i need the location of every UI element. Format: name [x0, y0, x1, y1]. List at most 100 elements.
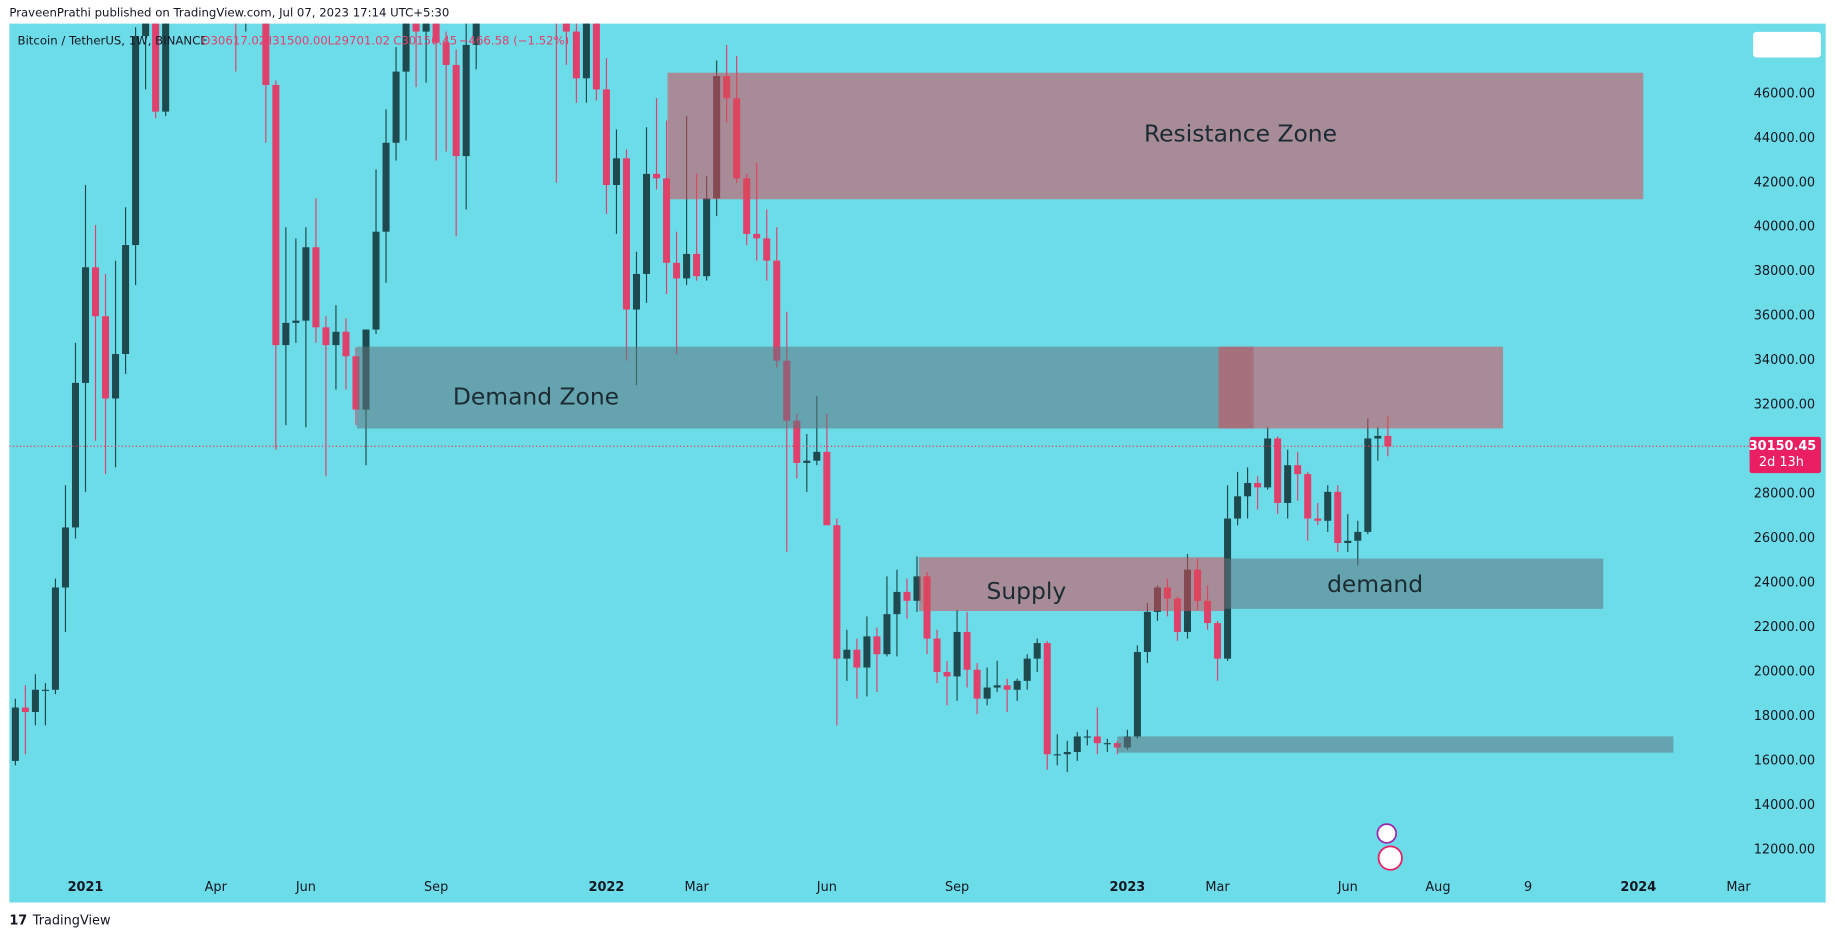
zone: [1117, 736, 1674, 753]
candle-body: [152, 23, 160, 112]
candle-body: [582, 23, 590, 79]
ohlc-close: C30150.45: [393, 34, 457, 48]
candle-body: [1073, 736, 1081, 753]
candle-body: [1083, 736, 1091, 738]
candle-body: [853, 649, 861, 668]
candle-body: [1364, 438, 1372, 532]
zone-label: Demand Zone: [453, 383, 619, 411]
candle-body: [632, 273, 641, 310]
candle-body: [763, 238, 771, 261]
candle-body: [572, 31, 580, 79]
candle-body: [683, 253, 691, 279]
candle-body: [1374, 435, 1382, 439]
candle-body: [1093, 736, 1101, 744]
zone: [1218, 346, 1504, 429]
price-label: 30150.45: [1749, 439, 1817, 454]
candle-body: [1314, 518, 1322, 521]
candle-body: [272, 84, 280, 346]
candle-body: [1013, 680, 1021, 690]
candle-body: [773, 260, 781, 361]
candle-body: [342, 331, 350, 357]
candle-body: [653, 173, 661, 179]
zone: [667, 72, 1644, 200]
zone: [919, 557, 1225, 612]
candle-body: [1053, 754, 1061, 756]
icon[interactable]: [1377, 845, 1403, 871]
y-tick-label: 18000.00: [1754, 709, 1815, 724]
candle-body: [963, 631, 971, 670]
candle-body: [31, 689, 39, 712]
candle-body: [282, 322, 290, 346]
change: −466.58 (−1.52%): [459, 34, 569, 48]
y-tick-label: 16000.00: [1754, 753, 1815, 768]
y-tick-label: 22000.00: [1754, 620, 1815, 635]
countdown: 2d 13h: [1759, 455, 1804, 470]
candle-body: [262, 23, 270, 85]
candle-body: [602, 89, 610, 186]
candle-body: [562, 23, 570, 32]
y-tick-label: 28000.00: [1754, 487, 1815, 502]
candle-body: [592, 23, 600, 90]
candle-body: [81, 267, 90, 383]
candle-body: [803, 460, 811, 463]
candle-body: [232, 0, 239, 5]
x-tick-label: Mar: [1726, 880, 1751, 895]
candle-body: [903, 591, 911, 601]
candle-body: [1033, 643, 1041, 659]
zone-labels: Resistance Zone Demand Zone Supply deman…: [453, 119, 1423, 605]
toolbar-box[interactable]: [1753, 31, 1821, 58]
candle-body: [813, 451, 821, 461]
candle-body: [402, 23, 410, 72]
candle-body: [673, 262, 681, 279]
candle-body: [933, 638, 941, 672]
candle-body: [1274, 438, 1282, 503]
candle-body: [112, 353, 120, 399]
candle-body: [1214, 623, 1222, 659]
candle-body: [432, 23, 440, 43]
x-tick-label: 2022: [589, 880, 625, 895]
candle-body: [1133, 651, 1141, 737]
y-tick-label: 24000.00: [1754, 576, 1815, 591]
candle-body: [392, 71, 400, 143]
candle-body: [122, 245, 130, 354]
y-tick-label: 46000.00: [1754, 86, 1815, 101]
ohlc-open: O30617.02: [201, 34, 266, 48]
publisher: PraveenPrathi published on TradingView.c…: [9, 6, 449, 20]
y-tick-label: 44000.00: [1754, 131, 1815, 146]
legend: Bitcoin / TetherUS, 1W, BINANCE O30617.0…: [18, 34, 570, 48]
candle-body: [322, 327, 330, 346]
candle-body: [1063, 752, 1071, 755]
x-tick-label: Jun: [1337, 880, 1358, 895]
price-label-box: [1749, 436, 1821, 474]
candle-body: [332, 331, 340, 346]
x-tick-label: Jun: [816, 880, 837, 895]
candle-body: [823, 451, 831, 526]
candle-body: [693, 253, 701, 277]
candle-body: [793, 420, 801, 463]
zone-label: Supply: [986, 577, 1066, 605]
zone-label: demand: [1327, 570, 1423, 598]
candle-body: [1264, 438, 1272, 488]
ohlc-low: L29701.02: [328, 34, 390, 48]
candle-body: [843, 649, 851, 659]
candle-body: [472, 23, 480, 45]
x-tick-label: 2021: [68, 880, 104, 895]
symbol: Bitcoin / TetherUS, 1W, BINANCE: [18, 34, 208, 48]
brand-name: TradingView: [32, 914, 111, 929]
y-tick-label: 40000.00: [1754, 220, 1815, 235]
candle-body: [612, 158, 620, 186]
candle-body: [1173, 598, 1181, 632]
candle-body: [442, 42, 450, 65]
x-tick-label: 2023: [1109, 880, 1145, 895]
candle-body: [643, 173, 651, 274]
y-tick-label: 34000.00: [1754, 353, 1815, 368]
x-tick-label: Mar: [684, 880, 709, 895]
candle-body: [622, 158, 630, 310]
candle-body: [943, 671, 951, 677]
ohlc-high: H31500.00: [263, 34, 328, 48]
y-tick-label: 32000.00: [1754, 398, 1815, 413]
plot-area: [9, 0, 1749, 773]
candle-body: [51, 587, 59, 690]
candle-body: [1324, 491, 1332, 521]
icon[interactable]: [1376, 823, 1398, 844]
